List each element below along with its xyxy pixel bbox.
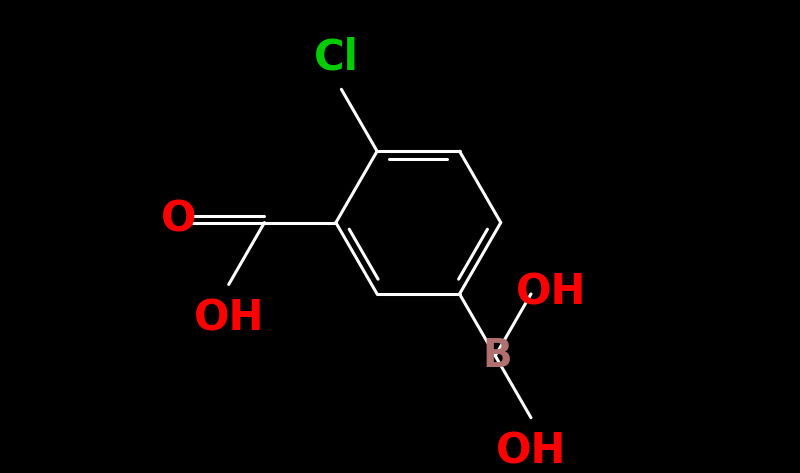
Text: O: O	[161, 199, 196, 241]
Text: Cl: Cl	[314, 36, 359, 79]
Text: OH: OH	[194, 298, 264, 339]
Text: B: B	[482, 337, 512, 375]
Text: OH: OH	[496, 430, 566, 473]
Text: OH: OH	[516, 271, 586, 313]
